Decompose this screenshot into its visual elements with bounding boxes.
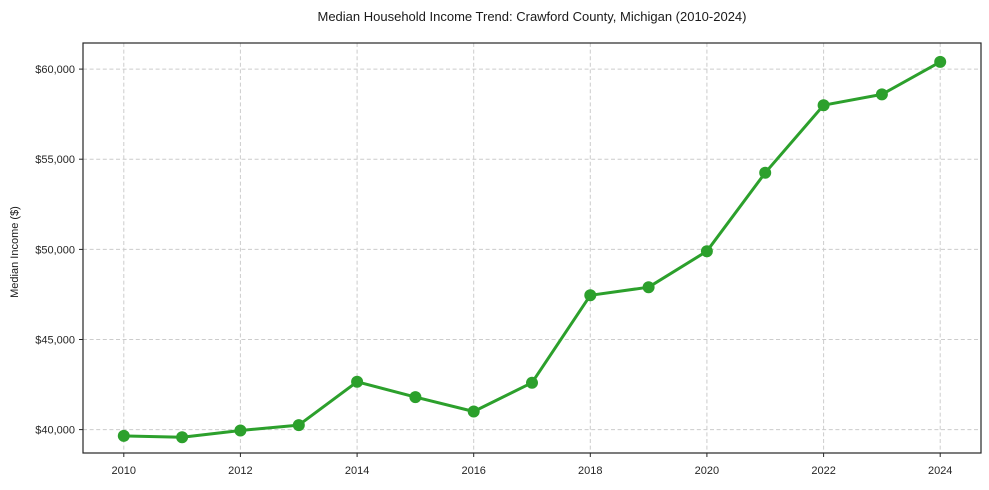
data-point-2016 xyxy=(467,405,480,418)
data-point-2022 xyxy=(817,99,830,112)
x-axis-tick-label: 2014 xyxy=(345,465,369,477)
y-axis-tick-label: $50,000 xyxy=(35,244,75,256)
data-point-2011 xyxy=(176,431,189,444)
y-axis-tick-label: $60,000 xyxy=(35,64,75,76)
chart-title: Median Household Income Trend: Crawford … xyxy=(317,9,747,24)
y-axis-tick-label: $55,000 xyxy=(35,154,75,166)
data-point-2024 xyxy=(934,55,947,68)
data-point-2018 xyxy=(584,289,597,302)
x-axis-tick-label: 2010 xyxy=(112,465,136,477)
data-point-2015 xyxy=(409,391,422,404)
data-point-2019 xyxy=(642,281,655,294)
plot-border xyxy=(82,42,982,454)
data-point-2023 xyxy=(875,88,888,101)
data-point-2012 xyxy=(234,424,247,437)
y-axis-tick-label: $40,000 xyxy=(35,425,75,437)
data-point-2021 xyxy=(759,166,772,179)
x-axis-tick-label: 2018 xyxy=(578,465,602,477)
x-axis-tick-label: 2024 xyxy=(928,465,952,477)
data-point-2020 xyxy=(700,245,713,258)
data-point-2014 xyxy=(351,375,364,388)
x-axis-tick-label: 2012 xyxy=(228,465,252,477)
data-point-2010 xyxy=(117,429,130,442)
y-axis-tick-label: $45,000 xyxy=(35,335,75,347)
x-axis-tick-label: 2016 xyxy=(461,465,485,477)
data-point-2013 xyxy=(292,419,305,432)
x-axis-tick-label: 2022 xyxy=(811,465,835,477)
data-point-2017 xyxy=(526,376,538,389)
x-axis-tick-label: 2020 xyxy=(695,465,719,477)
